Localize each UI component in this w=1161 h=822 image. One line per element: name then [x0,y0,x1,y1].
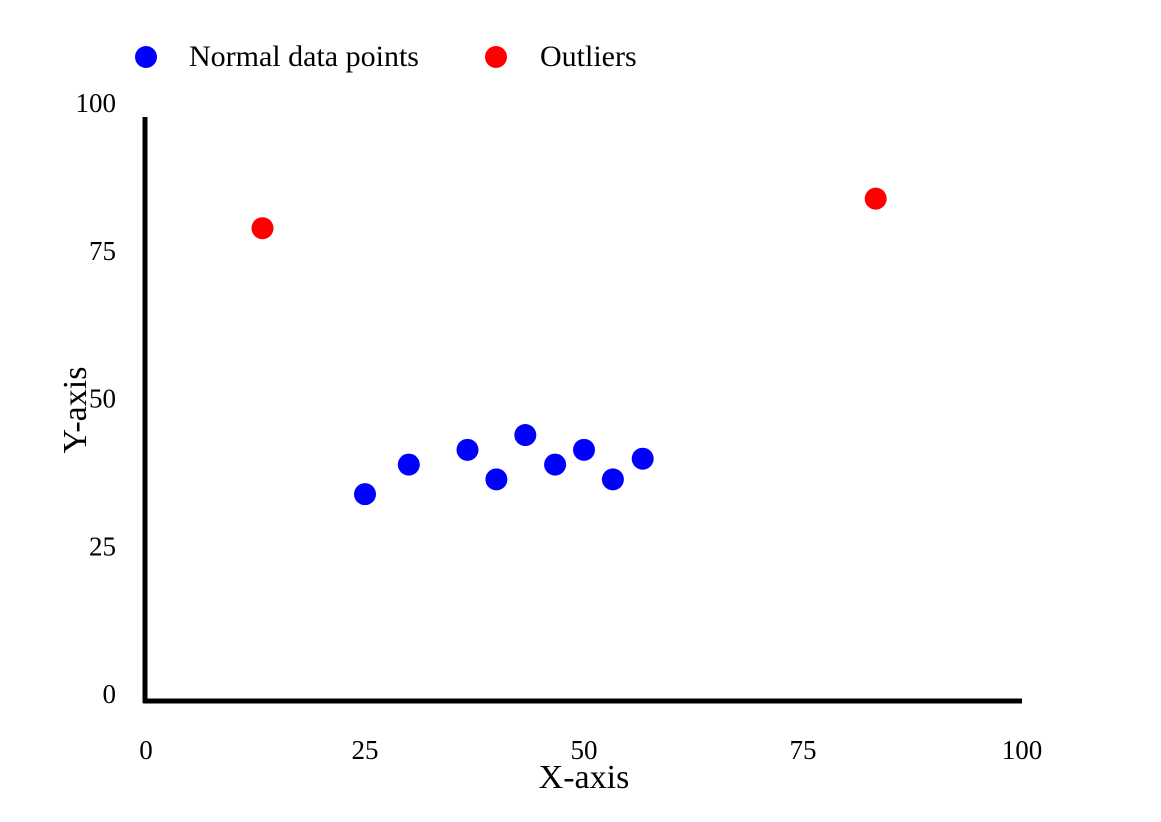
x-tick-label: 100 [1002,735,1043,765]
normal-data-point [601,468,624,491]
y-tick-label: 25 [89,531,116,561]
x-tick-label: 50 [571,735,598,765]
data-points [251,187,887,506]
y-tick-label: 0 [103,679,117,709]
y-tick-label: 50 [89,384,116,414]
normal-data-point [485,468,508,491]
legend-label-normal: Normal data points [189,40,419,73]
y-tick-label: 100 [76,88,117,118]
x-tick-label: 75 [790,735,817,765]
legend-label-outliers: Outliers [540,40,637,73]
y-axis-title: Y-axis [57,367,94,454]
y-tick-labels: 0 25 50 75 100 [76,88,117,709]
normal-data-point [573,438,595,461]
x-axis-title: X-axis [539,759,630,796]
normal-data-point [354,483,376,506]
y-tick-label: 75 [89,236,116,266]
x-tick-label: 25 [352,735,379,765]
outlier-point [864,187,887,210]
normal-data-point [397,453,420,476]
x-tick-labels: 0 25 50 75 100 [139,735,1042,765]
normal-data-point [544,453,567,476]
legend: Normal data points Outliers [135,40,637,73]
legend-marker-normal [135,46,157,68]
outlier-point [251,217,274,240]
normal-data-point [631,447,654,470]
x-tick-label: 0 [139,735,153,765]
legend-marker-outliers [485,46,507,68]
normal-data-point [514,424,537,447]
normal-data-point [456,438,479,461]
